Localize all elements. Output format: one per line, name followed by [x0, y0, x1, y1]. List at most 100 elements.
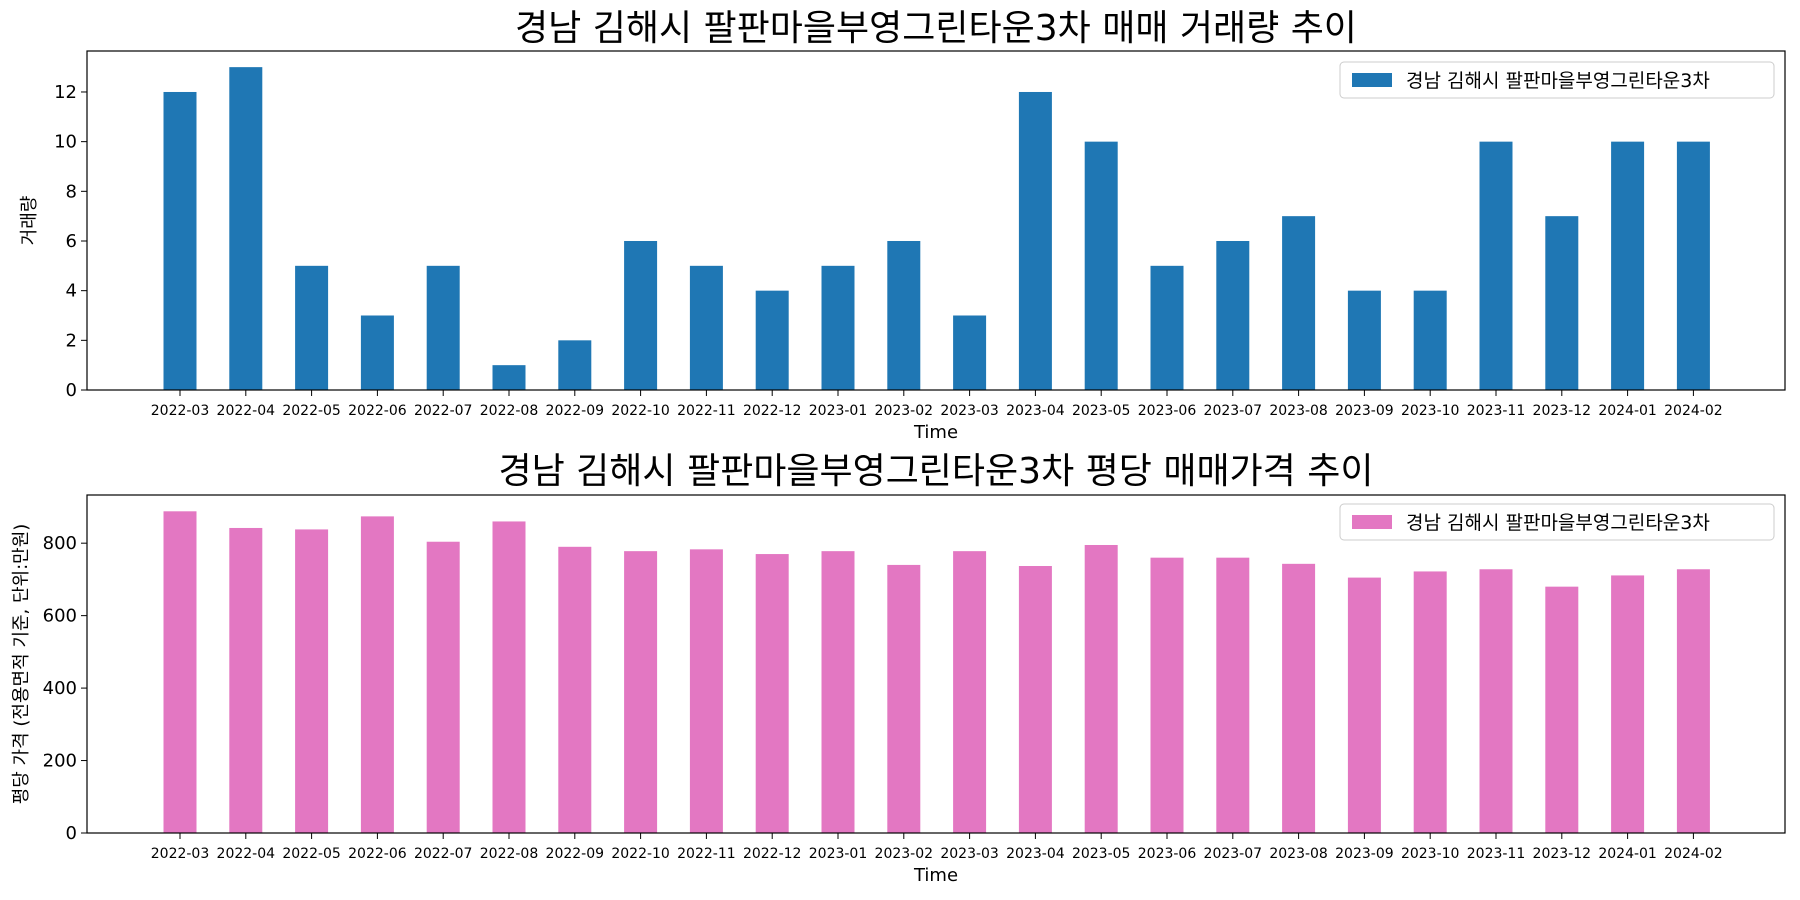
bar: [558, 340, 592, 390]
bar: [492, 365, 526, 390]
legend-label: 경남 김해시 팔판마을부영그린타운3차: [1406, 512, 1710, 534]
x-tick-label: 2023-09: [1335, 846, 1394, 862]
x-tick-label: 2022-06: [348, 403, 407, 419]
x-tick-label: 2023-03: [940, 846, 999, 862]
x-tick-label: 2023-09: [1335, 403, 1394, 419]
bar: [821, 265, 855, 390]
x-tick-label: 2022-10: [611, 846, 670, 862]
x-tick-label: 2023-04: [1006, 846, 1065, 862]
bar: [426, 541, 460, 833]
bar: [295, 529, 329, 833]
x-tick-label: 2022-04: [217, 403, 276, 419]
x-tick-label: 2023-04: [1006, 403, 1065, 419]
legend-box: [1339, 503, 1775, 541]
x-tick-label: 2023-06: [1138, 846, 1197, 862]
bar: [887, 564, 921, 833]
bar: [887, 240, 921, 390]
chart-2: 경남 김해시 팔판마을부영그린타운3차 평당 매매가격 추이 0 200 400 600…: [11, 451, 1786, 886]
x-tick-label: 2022-11: [677, 846, 736, 862]
y-tick-label: 10: [54, 132, 77, 153]
x-tick-label: 2022-09: [546, 846, 605, 862]
x-tick-label: 2022-05: [282, 846, 341, 862]
x-tick-label: 2024-01: [1598, 403, 1657, 419]
x-tick-label: 2022-08: [480, 846, 539, 862]
y-tick-label: 2: [66, 330, 77, 351]
x-tick-label: 2023-10: [1401, 403, 1460, 419]
legend-swatch: [1352, 515, 1392, 529]
x-tick-label: 2022-03: [151, 403, 210, 419]
bar: [1084, 544, 1118, 833]
y-tick-label: 0: [66, 823, 77, 844]
bar: [755, 554, 789, 833]
bar: [1216, 557, 1250, 833]
bar: [1150, 557, 1184, 833]
bar: [1545, 586, 1579, 833]
bar: [1018, 91, 1052, 390]
bar: [1676, 569, 1710, 833]
bar: [755, 290, 789, 390]
x-tick-label: 2023-05: [1072, 846, 1131, 862]
x-tick-label: 2023-12: [1533, 403, 1592, 419]
x-tick-label: 2023-01: [809, 846, 868, 862]
plot-frame: [86, 494, 1786, 834]
bar: [624, 551, 658, 833]
legend: 경남 김해시 팔판마을부영그린타운3차: [1339, 503, 1775, 541]
bar: [821, 551, 855, 833]
x-axis-label: Time: [913, 865, 958, 886]
bar: [1347, 577, 1381, 833]
y-tick-label: 12: [54, 82, 77, 103]
x-tick-label: 2023-11: [1467, 846, 1526, 862]
x-tick-label: 2022-12: [743, 846, 802, 862]
chart-title: 경남 김해시 팔판마을부영그린타운3차 매매 거래량 추이: [515, 8, 1357, 49]
bar: [1479, 569, 1513, 833]
bar: [1611, 575, 1645, 833]
bar: [1545, 216, 1579, 390]
bar: [1216, 240, 1250, 390]
x-tick-label: 2022-12: [743, 403, 802, 419]
x-tick-label: 2023-07: [1204, 403, 1263, 419]
x-tick-label: 2022-06: [348, 846, 407, 862]
x-tick-label: 2023-05: [1072, 403, 1131, 419]
x-axis-label: Time: [913, 422, 958, 443]
y-tick-label: 4: [66, 281, 77, 302]
x-tick-label: 2022-07: [414, 403, 473, 419]
legend: 경남 김해시 팔판마을부영그린타운3차: [1339, 61, 1775, 99]
y-tick-label: 800: [43, 533, 77, 554]
bar: [1413, 571, 1447, 833]
bar: [1018, 566, 1052, 833]
y-tick-label: 600: [43, 606, 77, 627]
x-tick-label: 2024-02: [1664, 846, 1723, 862]
x-tick-label: 2023-07: [1204, 846, 1263, 862]
bar: [1347, 290, 1381, 390]
x-tick-label: 2023-11: [1467, 403, 1526, 419]
y-tick-label: 400: [43, 678, 77, 699]
x-tick-label: 2022-11: [677, 403, 736, 419]
bar: [360, 516, 394, 833]
bar: [1282, 563, 1316, 833]
x-tick-label: 2023-03: [940, 403, 999, 419]
x-tick-label: 2023-08: [1269, 403, 1328, 419]
bar: [953, 315, 987, 390]
x-tick-label: 2023-08: [1269, 846, 1328, 862]
chart-title: 경남 김해시 팔판마을부영그린타운3차 평당 매매가격 추이: [498, 451, 1373, 492]
y-tick-label: 200: [43, 751, 77, 772]
x-tick-label: 2022-07: [414, 846, 473, 862]
legend-box: [1339, 61, 1775, 99]
bar: [1611, 141, 1645, 390]
bar: [624, 240, 658, 390]
x-tick-label: 2022-04: [217, 846, 276, 862]
legend-swatch: [1352, 73, 1392, 87]
bar: [492, 521, 526, 833]
y-tick-label: 6: [66, 231, 77, 252]
bar: [1676, 141, 1710, 390]
plot-frame: [86, 50, 1786, 391]
x-tick-label: 2024-01: [1598, 846, 1657, 862]
bar: [689, 549, 723, 833]
bar: [1282, 216, 1316, 390]
bar: [295, 265, 329, 390]
bar: [360, 315, 394, 390]
chart-1: 경남 김해시 팔판마을부영그린타운3차 매매 거래량 추이 0 2 4 6 8 10 12 20…: [19, 8, 1786, 443]
x-tick-label: 2023-10: [1401, 846, 1460, 862]
x-tick-label: 2023-12: [1533, 846, 1592, 862]
